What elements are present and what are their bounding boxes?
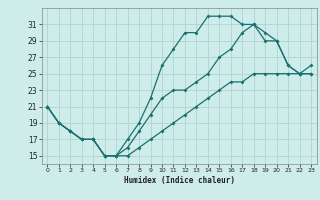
X-axis label: Humidex (Indice chaleur): Humidex (Indice chaleur) [124, 176, 235, 185]
